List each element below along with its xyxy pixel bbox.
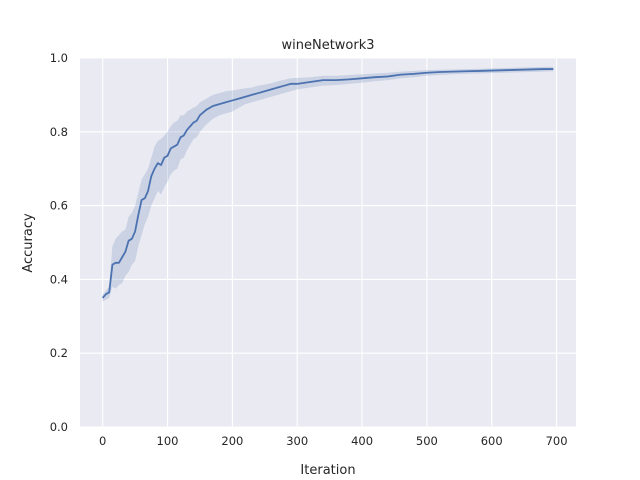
x-tick-label: 0 xyxy=(99,434,106,448)
y-tick-labels: 0.0 0.2 0.4 0.6 0.8 1.0 xyxy=(50,51,68,434)
x-tick-label: 100 xyxy=(157,434,179,448)
x-tick-label: 300 xyxy=(286,434,308,448)
x-tick-label: 200 xyxy=(221,434,243,448)
y-tick-label: 0.0 xyxy=(50,420,68,434)
y-tick-label: 0.2 xyxy=(50,346,68,360)
x-tick-label: 400 xyxy=(351,434,373,448)
x-tick-label: 700 xyxy=(546,434,568,448)
grid xyxy=(80,57,576,428)
x-tick-label: 600 xyxy=(481,434,503,448)
x-tick-label: 500 xyxy=(416,434,438,448)
y-tick-label: 1.0 xyxy=(50,51,68,65)
y-tick-label: 0.8 xyxy=(50,125,68,139)
plot-area xyxy=(80,58,576,427)
x-axis-label: Iteration xyxy=(300,463,355,478)
y-tick-label: 0.4 xyxy=(50,272,68,286)
y-axis-label: Accuracy xyxy=(21,213,36,273)
x-tick-labels: 0 100 200 300 400 500 600 700 xyxy=(99,434,567,448)
y-tick-label: 0.6 xyxy=(50,199,68,213)
chart-title: wineNetwork3 xyxy=(281,38,374,53)
series-line xyxy=(102,68,554,299)
series-line-layer xyxy=(102,68,554,299)
